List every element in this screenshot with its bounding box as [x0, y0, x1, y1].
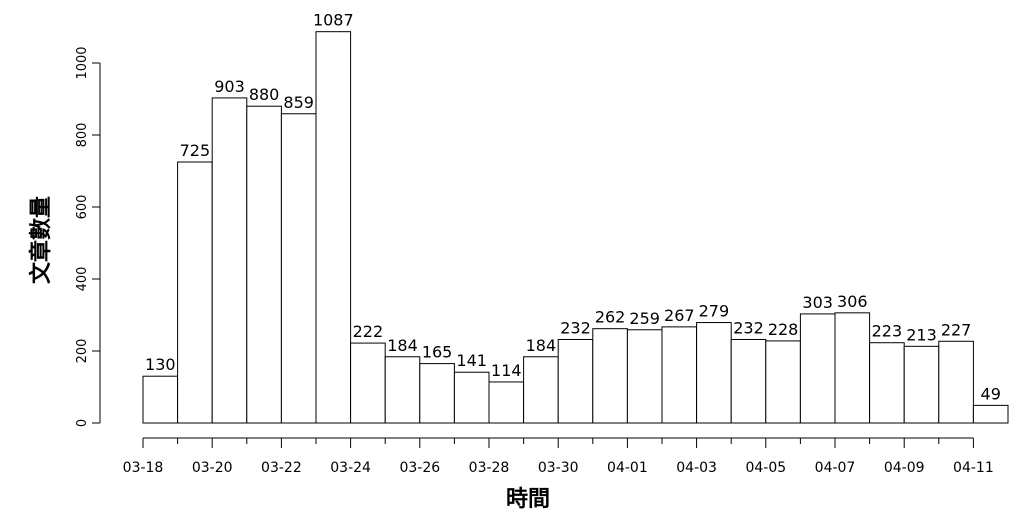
bar — [834, 312, 871, 424]
value-label: 213 — [906, 325, 937, 344]
value-label: 184 — [387, 336, 418, 355]
x-axis-title: 時間 — [506, 487, 550, 512]
value-label: 223 — [872, 322, 903, 341]
bar — [730, 338, 767, 424]
bar — [419, 363, 455, 424]
x-tick-label: 03-22 — [261, 460, 302, 476]
x-tick-label: 03-18 — [123, 460, 164, 476]
x-tick-label: 03-20 — [192, 460, 233, 476]
bar — [626, 329, 663, 424]
bar — [350, 342, 386, 424]
bar — [972, 404, 1009, 424]
value-label: 279 — [699, 302, 730, 321]
bar — [177, 161, 213, 424]
x-tick-label: 03-26 — [399, 460, 440, 476]
y-tick-label: 200 — [75, 339, 90, 364]
value-label: 903 — [214, 77, 245, 96]
bar — [696, 322, 732, 424]
value-label: 184 — [526, 336, 557, 355]
bar — [488, 381, 525, 424]
x-tick-label: 04-05 — [745, 460, 786, 476]
value-label: 259 — [629, 309, 660, 328]
bar — [799, 313, 836, 424]
x-tick-label: 03-24 — [330, 460, 371, 476]
value-label: 222 — [353, 322, 384, 341]
y-tick-label: 0 — [75, 419, 90, 427]
value-label: 49 — [981, 384, 1001, 403]
x-tick-label: 03-30 — [538, 460, 579, 476]
y-tick-label: 400 — [75, 267, 90, 292]
x-tick-label: 04-07 — [815, 460, 856, 476]
y-axis-title: 文章數量 — [28, 196, 54, 284]
value-label: 228 — [768, 320, 799, 339]
bar — [557, 338, 594, 424]
bar — [453, 371, 490, 424]
bar — [211, 97, 248, 424]
value-label: 880 — [249, 85, 280, 104]
value-label: 303 — [802, 293, 833, 312]
value-label: 232 — [733, 318, 764, 337]
bar — [592, 328, 628, 424]
bar — [661, 326, 698, 424]
x-tick-label: 03-28 — [469, 460, 510, 476]
y-tick-label: 1000 — [75, 46, 90, 79]
y-tick-label: 800 — [75, 123, 90, 148]
value-label: 262 — [595, 308, 626, 327]
bar — [246, 105, 282, 424]
value-label: 859 — [283, 93, 314, 112]
x-tick-label: 04-11 — [953, 460, 994, 476]
x-tick-label: 04-09 — [884, 460, 925, 476]
bar — [869, 342, 905, 424]
bar — [384, 356, 421, 424]
bar — [315, 31, 352, 424]
bar — [765, 340, 801, 424]
x-tick-label: 04-03 — [676, 460, 717, 476]
value-label: 725 — [180, 141, 211, 160]
bar — [280, 113, 317, 424]
value-label: 141 — [456, 351, 487, 370]
bar — [142, 375, 179, 424]
value-label: 165 — [422, 343, 453, 362]
value-label: 267 — [664, 306, 695, 325]
value-label: 130 — [145, 355, 176, 374]
value-label: 114 — [491, 361, 522, 380]
value-label: 232 — [560, 318, 591, 337]
y-tick-label: 600 — [75, 195, 90, 220]
value-label: 306 — [837, 292, 868, 311]
bar — [938, 340, 974, 424]
value-label: 227 — [941, 320, 972, 339]
x-tick-label: 04-01 — [607, 460, 648, 476]
bar — [903, 345, 940, 424]
value-label: 1087 — [313, 11, 354, 30]
bar — [523, 356, 559, 424]
